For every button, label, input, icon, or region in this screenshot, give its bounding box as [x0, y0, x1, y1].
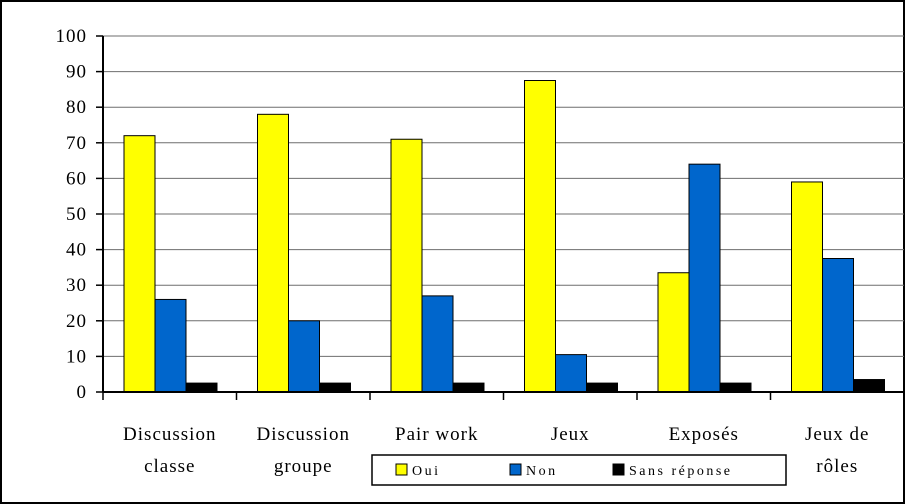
bar-non-5	[688, 163, 721, 393]
x-category-label: Discussion	[257, 424, 350, 445]
y-tick-label: 70	[66, 133, 87, 154]
y-tick-label: 0	[77, 382, 88, 403]
axes	[96, 35, 905, 400]
legend-swatch	[612, 463, 625, 476]
bar-oui-1	[123, 135, 156, 393]
legend-swatch	[395, 463, 408, 476]
x-category-label: classe	[144, 456, 195, 477]
x-category-label: Jeux de	[805, 424, 870, 445]
x-category-label: Jeux	[551, 424, 590, 445]
x-category-label: groupe	[274, 456, 333, 477]
bar-oui-6	[791, 181, 823, 393]
bar-non-1	[154, 298, 187, 393]
grid-lines	[103, 35, 904, 357]
bar-sans-r-ponse-1	[185, 382, 218, 393]
y-tick-label: 10	[66, 346, 87, 367]
y-tick-label: 100	[56, 26, 88, 47]
bar-oui-3	[390, 138, 423, 393]
legend-label: Non	[526, 464, 558, 479]
y-tick-label: 50	[66, 204, 87, 225]
labels: 0 10 20 30 40 50 60 70 80 90 100 Discussion classe Di…	[56, 26, 870, 477]
x-category-label: rôles	[816, 456, 858, 477]
y-tick-label: 40	[66, 240, 87, 261]
bar-sans-r-ponse-3	[452, 382, 485, 393]
x-category-label: Pair work	[395, 424, 478, 445]
y-tick-label: 30	[66, 275, 87, 296]
bar-sans-r-ponse-4	[586, 382, 618, 393]
y-tick-label: 80	[66, 97, 87, 118]
bar-sans-r-ponse-6	[853, 379, 885, 393]
bar-non-6	[822, 258, 854, 393]
bar-non-3	[421, 295, 454, 393]
legend-label: Oui	[412, 464, 441, 479]
bar-non-4	[555, 354, 587, 393]
x-category-label: Discussion	[123, 424, 216, 445]
legend-swatch	[509, 463, 522, 476]
legend-label: Sans réponse	[629, 464, 733, 479]
legend-box	[371, 454, 787, 486]
bar-sans-r-ponse-5	[719, 382, 752, 393]
y-tick-label: 90	[66, 62, 87, 83]
legend: Oui Non Sans réponse	[371, 454, 787, 486]
bar-oui-2	[257, 113, 289, 393]
y-tick-label: 20	[66, 311, 87, 332]
bar-oui-5	[657, 272, 690, 393]
bar-sans-r-ponse-2	[319, 382, 351, 393]
y-tick-label: 60	[66, 168, 87, 189]
bar-non-2	[288, 320, 320, 393]
bar-oui-4	[524, 80, 556, 393]
x-category-label: Exposés	[669, 424, 739, 445]
